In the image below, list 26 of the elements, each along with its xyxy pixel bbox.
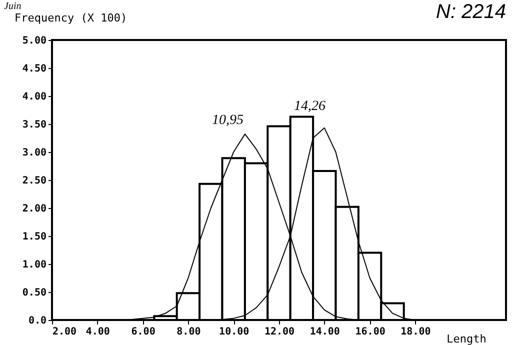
x-tick-label: 2.00 xyxy=(52,326,77,338)
y-axis-title: Frequency (X 100) xyxy=(14,12,128,24)
y-tick-label: 1.00 xyxy=(22,260,46,270)
y-tick-label: 3.00 xyxy=(22,148,46,158)
x-tick-label: 10.00 xyxy=(219,326,250,338)
x-axis-title: Length xyxy=(446,332,486,345)
x-tick-label: 8.00 xyxy=(176,326,201,338)
x-tick-label: 18.00 xyxy=(400,326,431,338)
text: Juin xyxy=(4,1,22,12)
text: N: 2214 xyxy=(436,1,506,23)
y-tick-label: 2.50 xyxy=(22,176,46,186)
annotation: 10,95 xyxy=(212,113,244,128)
x-tick-label: 6.00 xyxy=(131,326,156,338)
y-tick-label: 4.50 xyxy=(22,64,46,74)
y-tick-label: 1.50 xyxy=(22,232,46,242)
x-tick-label: 12.00 xyxy=(264,326,295,338)
x-tick-label: 4.00 xyxy=(86,326,110,338)
x-tick-label: 16.00 xyxy=(355,326,386,338)
y-tick-label: 2.00 xyxy=(22,204,46,214)
y-tick-label: 0.0 xyxy=(28,316,46,326)
annotation: 14,26 xyxy=(294,99,326,114)
y-tick-label: 3.50 xyxy=(22,120,46,130)
y-tick-label: 4.00 xyxy=(22,92,46,102)
y-tick-label: 0.50 xyxy=(22,288,46,298)
x-tick-label: 14.00 xyxy=(310,326,340,338)
y-tick-label: 5.00 xyxy=(22,36,46,46)
